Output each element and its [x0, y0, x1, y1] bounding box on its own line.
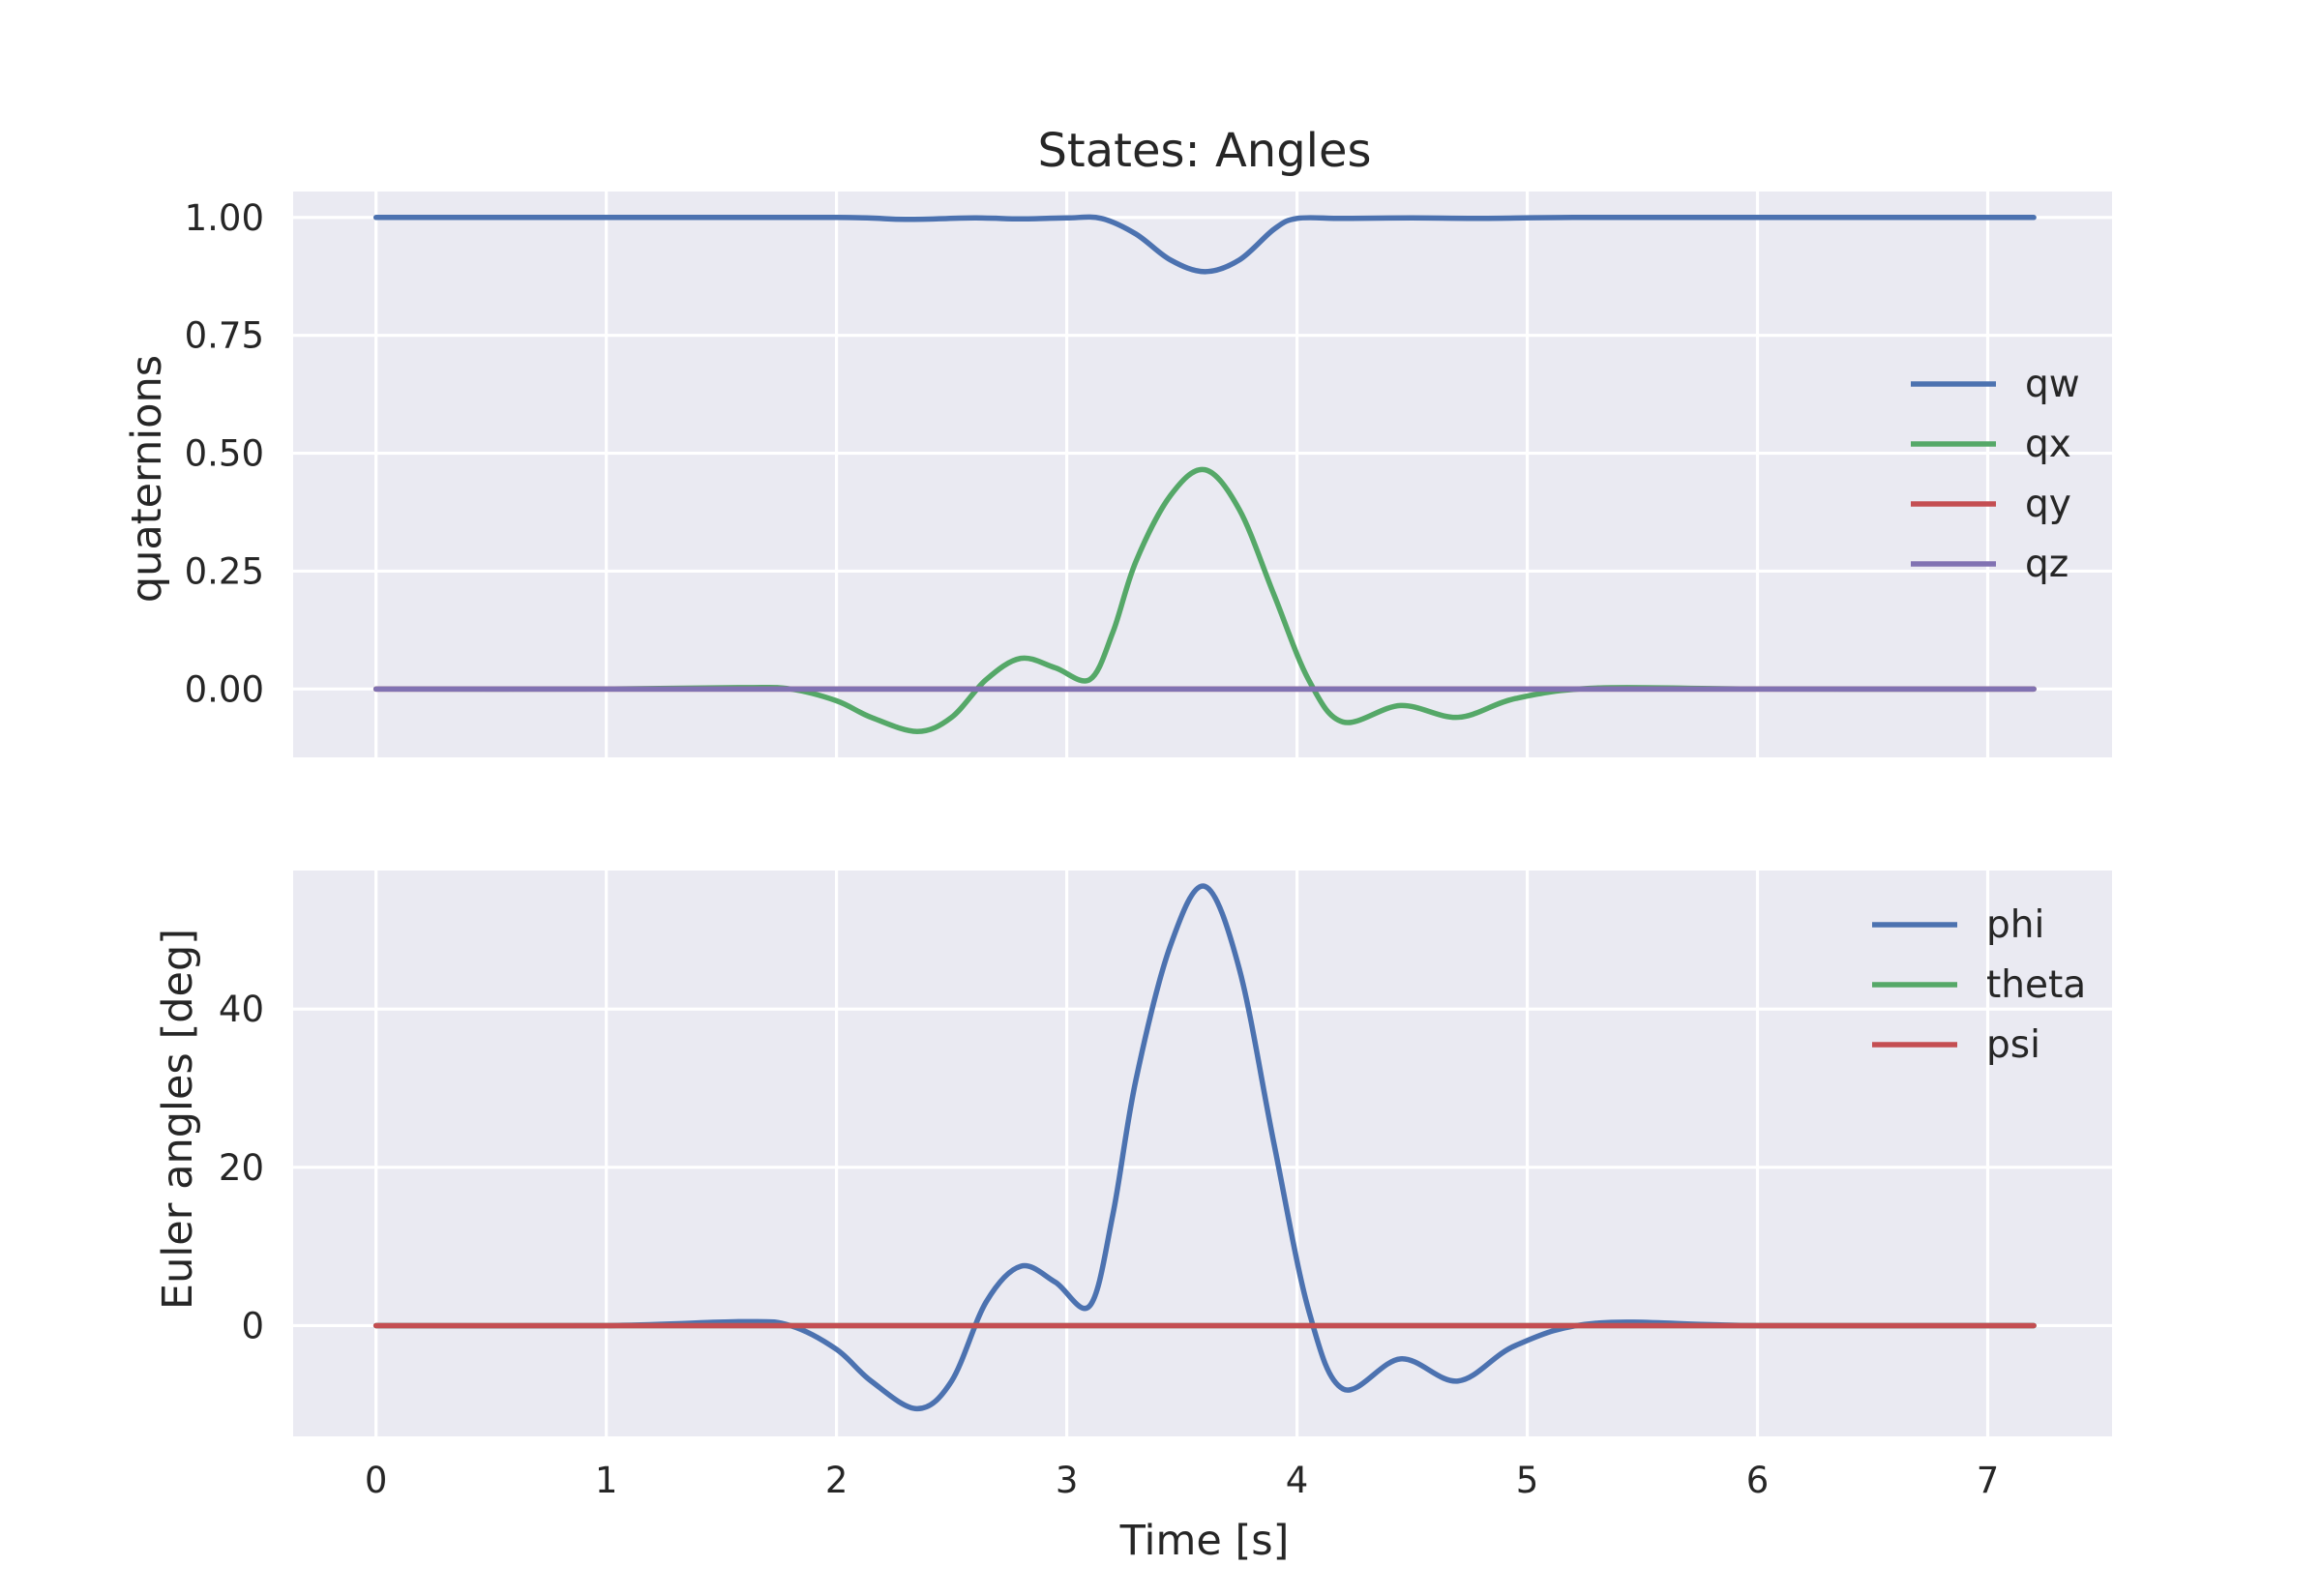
x-axis-label: Time [s]	[1119, 1517, 1290, 1565]
y-tick-label: 0.50	[185, 433, 264, 475]
y-tick-label: 1.00	[185, 197, 264, 239]
y-tick-label: 0.00	[185, 668, 264, 710]
legend-label-qx: qx	[2025, 423, 2071, 466]
plot-area-background	[293, 871, 2112, 1436]
legend: phi theta psi	[1872, 903, 2086, 1067]
y-tick-label: 20	[219, 1147, 264, 1189]
y-tick-label: 0	[241, 1305, 264, 1346]
x-tick-label: 1	[595, 1460, 618, 1501]
y-tick-label: 0.25	[185, 550, 264, 592]
x-tick-label: 6	[1746, 1460, 1770, 1501]
y-axis-label-euler: Euler angles [deg]	[154, 929, 202, 1310]
quaternions-panel: 0.00 0.25 0.50 0.75 1.00 qw qx qy qz	[185, 192, 2112, 757]
x-tick-label: 5	[1516, 1460, 1539, 1501]
series-line-qw	[372, 214, 2037, 275]
x-tick-label: 7	[1977, 1460, 2000, 1501]
plot-area-background	[293, 192, 2112, 757]
y-tick-label: 0.75	[185, 315, 264, 357]
legend-label-psi: psi	[1986, 1023, 2040, 1067]
legend-label-qw: qw	[2025, 363, 2080, 406]
x-tick-label: 3	[1056, 1460, 1079, 1501]
legend-label-qy: qy	[2025, 483, 2071, 526]
legend-label-phi: phi	[1986, 903, 2044, 947]
x-tick-label: 0	[365, 1460, 388, 1501]
y-tick-label: 40	[219, 989, 264, 1030]
series-line-qx	[372, 466, 2037, 734]
x-tick-label: 2	[825, 1460, 848, 1501]
legend-label-theta: theta	[1986, 963, 2086, 1007]
y-axis-label-quaternions: quaternions	[123, 355, 171, 603]
series-line-phi	[372, 883, 2037, 1412]
x-tick-label: 4	[1286, 1460, 1309, 1501]
chart-title: States: Angles	[1037, 124, 1371, 178]
euler-angles-panel: 0 20 40 0 1 2 3 4 5 6 7 phi theta psi	[219, 871, 2112, 1501]
legend-label-qz: qz	[2025, 543, 2069, 586]
legend: qw qx qy qz	[1911, 363, 2080, 586]
